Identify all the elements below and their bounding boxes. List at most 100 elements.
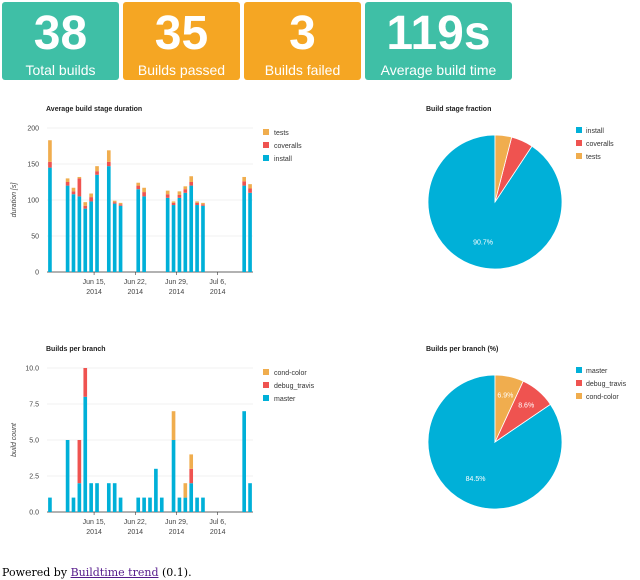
footer-prefix: Powered by [2,566,71,579]
stage-duration-bar-tests [77,176,82,179]
builds-per-branch-title: Builds per branch [46,346,106,353]
stage-duration-bar-install [112,203,117,272]
stage-duration-bar-tests [195,201,199,203]
builds-per-branch-bar-master [89,483,93,512]
stage-fraction-legend-label: install [586,128,604,135]
stage-duration-bar-coveralls [112,202,117,204]
average-build-time-label: Average build time [380,62,497,78]
builds-per-branch-xtick-label: Jul 6, [209,519,226,526]
builds-per-branch-bar-master [106,483,111,512]
branch-fraction-slice-label: 84.5% [466,476,486,483]
stage-duration-bar-install [195,205,199,272]
stage-duration-legend-label: coveralls [274,143,302,150]
stage-duration-legend-label: install [274,156,292,163]
builds-per-branch-bar-master [142,497,146,512]
stage-duration-xtick-label: 2014 [210,289,226,296]
stage-duration-bar-tests [48,140,52,162]
stage-duration-bar-install [95,174,99,272]
stage-duration-bar-coveralls [248,188,252,193]
stage-duration-bar-coveralls [183,189,188,193]
stage-duration-ytick-label: 100 [27,198,39,205]
builds-per-branch-legend-swatch [263,382,269,388]
builds-per-branch-bar-cond-color [183,483,188,498]
builds-per-branch-xtick-label: 2014 [210,529,226,536]
builds-per-branch-ytick-label: 10.0 [25,366,39,373]
builds-per-branch-xtick-label: 2014 [169,529,185,536]
total-builds-value: 38 [33,7,88,60]
branch-fraction-legend-swatch [576,367,582,373]
stage-duration-bar-install [65,185,70,272]
stage-duration-bar-install [165,197,170,272]
stage-duration-bar-install [242,185,246,272]
total-builds-label: Total builds [25,62,96,78]
builds-per-branch-bar-master [242,411,246,512]
builds-per-branch-chart: Builds per branch 0.0 2.5 5.0 7.5 10.0 build … [0,340,320,540]
stage-duration-xtick-label: 2014 [127,289,143,296]
builds-per-branch-bar-debug_travis [189,468,194,484]
stage-fraction-title: Build stage fraction [426,106,492,113]
stage-duration-bar-install [83,208,88,272]
builds-passed-tile: 35 Builds passed [123,2,240,80]
builds-per-branch-legend-label: debug_travis [274,383,315,390]
stage-duration-xtick-label: Jul 6, [209,279,226,286]
buildtime-trend-link[interactable]: Buildtime trend [70,566,159,579]
stage-duration-bar-install [142,196,146,272]
stage-duration-bar-coveralls [118,204,123,206]
builds-failed-value: 3 [289,7,316,60]
stage-duration-bar-tests [142,187,146,193]
builds-per-branch-bar-master [177,497,182,512]
builds-per-branch-bar-master [159,497,164,512]
branch-fraction-slice-master [427,374,563,510]
branch-fraction-slice-label: 6.9% [497,392,513,399]
stage-duration-bar-coveralls [201,204,205,206]
stage-duration-legend-swatch [263,129,269,135]
stage-duration-bar-tests [248,184,252,189]
builds-per-branch-ytick-label: 0.0 [29,510,39,517]
total-builds-tile: 38 Total builds [2,2,119,80]
builds-per-branch-legend-swatch [263,369,269,375]
builds-per-branch-bar-debug_travis [83,368,88,397]
stage-duration-xtick-label: Jun 22, [124,279,147,286]
stage-duration-bar-tests [106,150,111,162]
stage-duration-bar-install [77,196,82,272]
stage-duration-bar-tests [171,201,176,203]
branch-fraction-chart: Builds per branch (%) 84.5% 8.6% 6.9% maste… [420,340,640,540]
stage-duration-bar-install [248,192,252,272]
builds-failed-label: Builds failed [264,62,341,78]
stage-fraction-legend-swatch [576,127,582,133]
builds-per-branch-xtick-label: Jun 15, [83,519,106,526]
stage-duration-bar-install [201,205,205,272]
stage-duration-bar-tests [242,176,246,182]
builds-per-branch-bar-master [71,497,76,512]
builds-per-branch-bar-master [118,497,123,512]
stage-duration-ylabel: duration [s] [11,182,18,218]
builds-per-branch-bar-debug_travis [77,440,82,484]
stage-duration-xtick-label: Jun 15, [83,279,106,286]
stage-duration-bar-tests [65,178,70,182]
stage-duration-bar-install [136,189,141,272]
stage-duration-xtick-label: Jun 29, [165,279,188,286]
builds-per-branch-bar-master [171,440,176,512]
stage-duration-bar-coveralls [71,191,76,195]
stage-duration-bar-coveralls [142,192,146,197]
stage-duration-bar-install [183,192,188,272]
stage-duration-legend-swatch [263,142,269,148]
stage-fraction-slice-label: 90.7% [473,239,493,246]
builds-per-branch-ytick-label: 5.0 [29,438,39,445]
builds-per-branch-bar-cond-color [189,454,194,469]
stage-duration-bar-install [118,205,123,272]
builds-per-branch-bar-master [248,483,252,512]
branch-fraction-slice-cond-color [494,374,524,443]
stage-duration-bar-tests [112,200,117,203]
builds-per-branch-bar-master [65,440,70,512]
branch-fraction-legend-label: debug_travis [586,381,627,388]
stage-duration-bar-coveralls [136,185,141,190]
builds-per-branch-bar-master [148,497,152,512]
stage-duration-bar-install [89,201,93,272]
builds-per-branch-bar-master [95,483,99,512]
builds-per-branch-bar-cond-color [171,411,176,440]
builds-per-branch-bar-master [201,497,205,512]
stage-duration-bar-tests [95,166,99,172]
stage-duration-bar-coveralls [83,205,88,209]
stage-duration-ytick-label: 50 [31,234,39,241]
